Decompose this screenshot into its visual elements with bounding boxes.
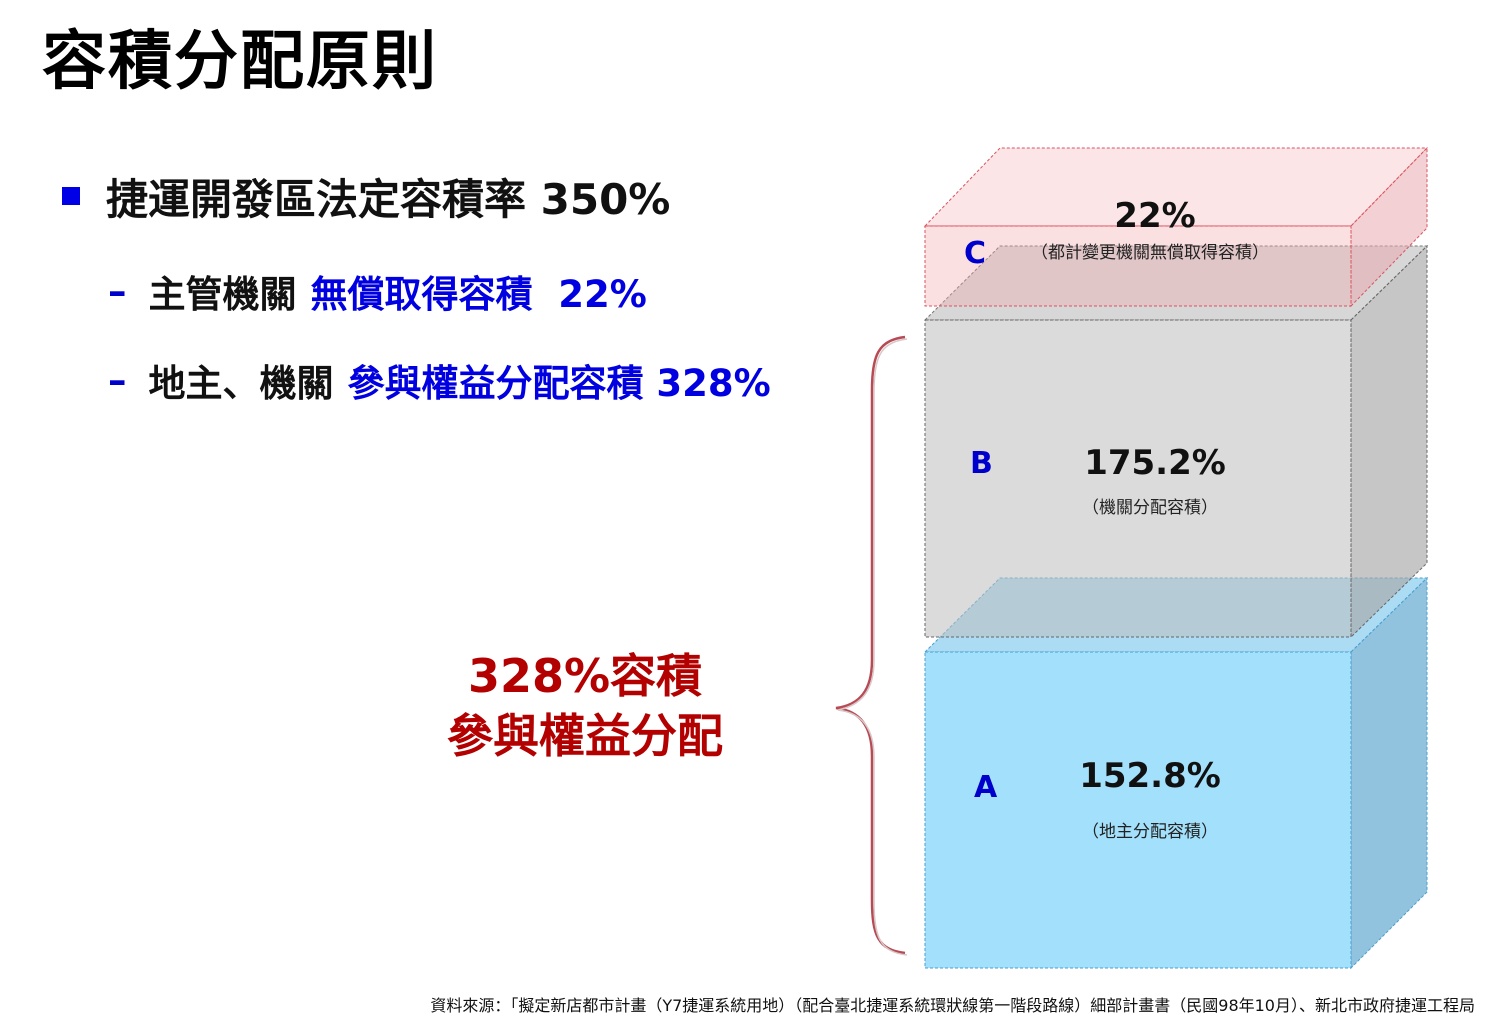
block-c-front-face [924, 225, 1352, 307]
sub-item-label: 地主、機關 [148, 362, 334, 405]
bullet-square-icon [62, 187, 80, 205]
block-b-note: （機關分配容積） [1082, 498, 1218, 518]
block-c-side-face [1350, 146, 1428, 308]
block-a-letter: A [974, 770, 998, 805]
sub-item-government: – 主管機關 無償取得容積 22% [108, 266, 647, 317]
main-bullet: 捷運開發區法定容積率 350% [62, 168, 670, 224]
curly-brace-shadow [837, 338, 908, 956]
sub-item-owners: – 地主、機關 參與權益分配容積 328% [108, 355, 771, 406]
block-b-value: 175.2% [1084, 443, 1226, 483]
sub-item-highlight: 無償取得容積 22% [310, 273, 647, 316]
block-a-front-face [924, 651, 1352, 969]
block-b [923, 244, 1429, 639]
block-b-letter: B [970, 446, 993, 481]
source-footnote: 資料來源：「擬定新店都市計畫（Y7捷運系統用地）（配合臺北捷運系統環狀線第一階段… [430, 996, 1475, 1015]
sub-item-highlight: 參與權益分配容積 328% [347, 362, 771, 405]
block-b-front-face [924, 319, 1352, 638]
dash-icon: – [108, 358, 127, 402]
block-c-letter: C [964, 236, 987, 271]
block-c [923, 146, 1429, 308]
share-label-line1: 328%容積 [467, 649, 703, 703]
main-bullet-text: 捷運開發區法定容積率 350% [106, 174, 671, 224]
block-a-note: （地主分配容積） [1082, 822, 1218, 842]
block-b-side-face [1350, 244, 1428, 639]
dash-icon: – [108, 269, 127, 313]
share-label-line2: 參與權益分配 [447, 709, 723, 763]
block-c-value: 22% [1114, 196, 1196, 236]
block-c-note: （都計變更機關無償取得容積） [1031, 243, 1269, 263]
page-title: 容積分配原則 [42, 25, 438, 99]
sub-item-label: 主管機關 [148, 273, 297, 316]
block-a-value: 152.8% [1079, 756, 1221, 796]
curly-brace [835, 335, 906, 955]
